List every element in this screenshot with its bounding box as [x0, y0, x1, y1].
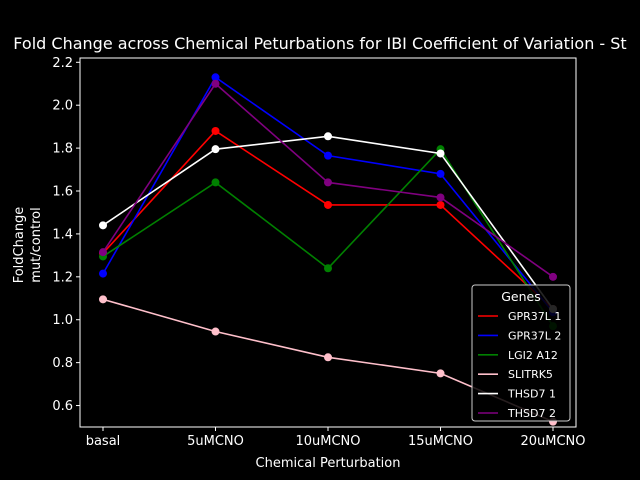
- y-tick-label: 1.0: [52, 313, 73, 328]
- legend-title: Genes: [501, 289, 541, 304]
- data-point: [436, 369, 445, 378]
- y-tick-label: 0.8: [52, 356, 73, 371]
- series-line: [102, 135, 554, 310]
- data-point: [211, 79, 220, 88]
- x-tick-label: 20uMCNO: [520, 434, 585, 449]
- y-tick-label: 2.2: [52, 56, 73, 71]
- chart-title: Fold Change across Chemical Peturbations…: [13, 34, 626, 53]
- legend-entry: SLITRK5: [508, 368, 553, 381]
- legend-entry: LGI2 A12: [508, 349, 558, 362]
- legend-box: [471, 284, 571, 422]
- y-tick-label: 2.0: [52, 99, 73, 114]
- data-point: [211, 73, 220, 82]
- y-tick-label: 1.4: [52, 227, 73, 242]
- data-point: [436, 149, 445, 158]
- series-thsd7-2: [99, 79, 557, 281]
- data-point: [324, 200, 332, 209]
- legend-entry: THSD7 1: [507, 388, 556, 401]
- data-point: [324, 264, 332, 273]
- x-tick-label: basal: [86, 434, 121, 449]
- data-point: [324, 151, 332, 160]
- y-axis-label-line-2: mut/control: [29, 207, 44, 282]
- y-tick-label: 1.6: [52, 185, 73, 200]
- y-tick-label: 1.8: [52, 142, 73, 157]
- x-axis-label: Chemical Perturbation: [256, 456, 401, 471]
- data-point: [549, 272, 557, 281]
- data-point: [324, 353, 332, 362]
- data-point: [211, 145, 220, 154]
- data-point: [99, 248, 107, 257]
- y-tick-label: 0.6: [52, 399, 73, 414]
- legend-entry: THSD7 2: [507, 407, 556, 420]
- legend-entry: GPR37L 1: [508, 310, 561, 323]
- data-point: [211, 327, 220, 336]
- x-tick-label: 15uMCNO: [408, 434, 473, 449]
- data-point: [211, 178, 220, 187]
- x-tick-label: 10uMCNO: [295, 434, 360, 449]
- data-point: [324, 178, 332, 187]
- legend: Genes GPR37L 1 GPR37L 2 LGI2 A12 SLITRK5 THSD…: [471, 284, 571, 422]
- series-gpr37l-2: [99, 73, 557, 317]
- y-axis-label-line-1: FoldChange: [12, 207, 27, 284]
- plot-area: basal 5uMCNO 10uMCNO 15uMCNO 20uMCNO 0.6 0.8 1.…: [52, 56, 585, 449]
- data-point: [99, 295, 107, 304]
- data-point: [436, 200, 445, 209]
- series-line: [102, 76, 554, 313]
- y-tick-label: 1.2: [52, 270, 73, 285]
- legend-entry: GPR37L 2: [508, 329, 561, 342]
- data-point: [211, 126, 220, 135]
- data-point: [436, 193, 445, 202]
- x-tick-label: 5uMCNO: [187, 434, 244, 449]
- data-point: [99, 221, 107, 230]
- data-point: [324, 132, 332, 141]
- data-point: [436, 169, 445, 178]
- data-point: [99, 269, 107, 278]
